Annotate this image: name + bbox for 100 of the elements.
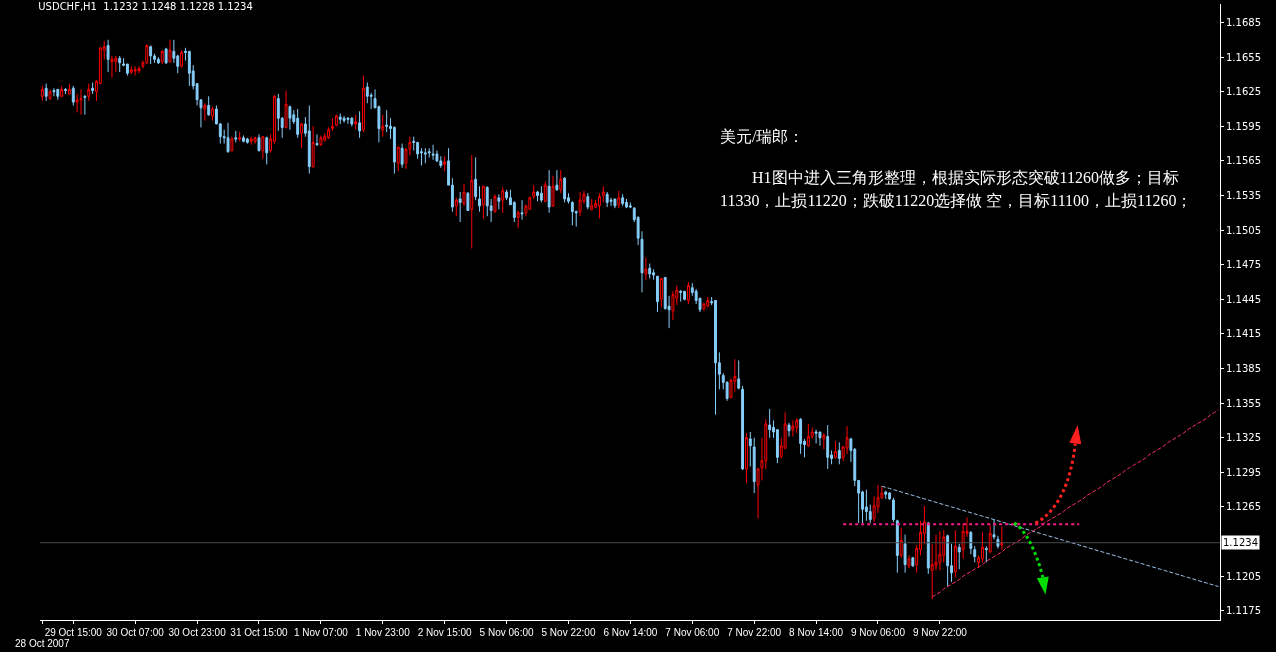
- candlestick: [242, 135, 245, 143]
- candlestick: [953, 529, 957, 578]
- x-tick-label: 1 Nov 23:00: [355, 627, 411, 638]
- candlestick: [315, 133, 319, 147]
- candlestick: [474, 156, 478, 201]
- candlestick: [44, 83, 48, 102]
- candlestick: [64, 87, 67, 95]
- candlestick: [238, 131, 242, 142]
- candlestick: [586, 192, 590, 210]
- candlestick: [118, 55, 122, 73]
- x-tick-label: 8 Nov 14:00: [789, 627, 844, 638]
- candlestick: [497, 193, 501, 210]
- annotation: 美元/瑞郎：: [720, 127, 806, 147]
- x-tick-label: 6 Nov 14:00: [603, 627, 658, 638]
- candlestick: [590, 198, 594, 210]
- candlestick: [203, 102, 207, 122]
- candlestick: [253, 136, 257, 145]
- candlestick: [71, 85, 75, 107]
- y-tick-label: 1.1625: [1226, 86, 1261, 98]
- candlestick: [307, 105, 311, 175]
- candlestick: [520, 199, 524, 221]
- candlestick: [864, 489, 868, 522]
- candlestick: [578, 191, 582, 217]
- y-tick-label: 1.1595: [1226, 120, 1261, 132]
- candlestick: [903, 534, 907, 574]
- candlestick: [265, 136, 269, 165]
- candlestick: [946, 534, 950, 588]
- candlestick: [331, 117, 334, 132]
- candlestick: [768, 408, 772, 439]
- candlestick: [400, 143, 404, 169]
- y-tick-label: 1.1385: [1226, 363, 1261, 375]
- candlestick: [75, 93, 79, 113]
- candlestick: [957, 543, 961, 570]
- candlestick: [597, 192, 601, 220]
- x-tick-label: 5 Nov 06:00: [479, 627, 534, 638]
- candlestick: [423, 147, 427, 164]
- line-series: [881, 485, 1219, 588]
- candlestick: [133, 65, 137, 77]
- candlestick: [1000, 526, 1004, 551]
- candlestick: [342, 115, 346, 124]
- candlestick: [381, 114, 385, 138]
- candlestick: [686, 281, 690, 305]
- candlestick: [826, 424, 830, 470]
- candlestick: [795, 417, 799, 434]
- candlestick: [187, 50, 191, 87]
- candlestick: [837, 441, 841, 465]
- candlestick: [207, 95, 211, 117]
- candlestick: [899, 527, 903, 559]
- candlestick: [300, 122, 303, 149]
- candlestick: [706, 296, 710, 308]
- candlestick: [791, 419, 795, 438]
- candlestick: [91, 81, 95, 95]
- candlestick: [245, 138, 249, 145]
- candlestick: [481, 185, 485, 220]
- candlestick: [605, 191, 609, 208]
- candlestick: [539, 185, 543, 203]
- candlestick: [145, 43, 149, 65]
- x-tick-label: 7 Nov 06:00: [665, 627, 720, 638]
- y-tick-label: 1.1685: [1226, 16, 1261, 28]
- chart-title: USDCHF,H1 1.1232 1.1248 1.1228 1.1234: [38, 1, 253, 13]
- candlestick: [911, 557, 915, 568]
- candlestick: [361, 75, 365, 133]
- candlestick: [516, 209, 520, 229]
- y-tick-label: 1.1445: [1226, 293, 1261, 305]
- candlestick: [137, 65, 141, 74]
- y-tick-label: 1.1175: [1226, 605, 1261, 617]
- candlestick: [895, 519, 899, 574]
- candlestick: [354, 114, 358, 131]
- x-tick-label: 29 Oct 15:00: [44, 627, 103, 638]
- candlestick: [454, 197, 458, 217]
- candlestick: [230, 136, 234, 153]
- candlestick: [652, 268, 656, 281]
- y-tick-label: 1.1205: [1226, 570, 1261, 582]
- candlestick: [350, 116, 354, 127]
- x-tick-label: 30 Oct 07:00: [106, 627, 165, 638]
- candlestick: [48, 88, 52, 101]
- candlestick: [470, 154, 474, 250]
- candlestick: [648, 263, 652, 280]
- candlestick: [156, 56, 160, 65]
- candlestick: [683, 290, 686, 301]
- candlestick: [926, 521, 930, 575]
- candlestick: [659, 278, 663, 308]
- annotation: H1图中进入三角形整理，根据实际形态突破11260做多；目标11330，止损11220；跌破11220选择做 空，目标11100，止损11260；: [720, 168, 1194, 211]
- candlestick: [319, 135, 323, 147]
- x-tick-label: 2 Nov 15:00: [417, 627, 473, 638]
- y-tick-label: 1.1265: [1226, 501, 1261, 513]
- candlestick: [493, 193, 497, 214]
- x-tick-label: 1 Nov 07:00: [293, 627, 349, 638]
- candlestick: [458, 191, 462, 223]
- candlestick: [745, 432, 748, 484]
- candlestick: [938, 530, 942, 571]
- candlestick: [679, 289, 683, 303]
- candlestick: [234, 130, 238, 143]
- candlestick: [833, 440, 837, 459]
- candlestick: [563, 176, 567, 203]
- candlestick: [83, 94, 87, 116]
- y-tick-label: 1.1295: [1226, 466, 1261, 478]
- candlestick: [806, 423, 810, 448]
- candlestick: [559, 169, 563, 194]
- candlestick: [505, 189, 509, 201]
